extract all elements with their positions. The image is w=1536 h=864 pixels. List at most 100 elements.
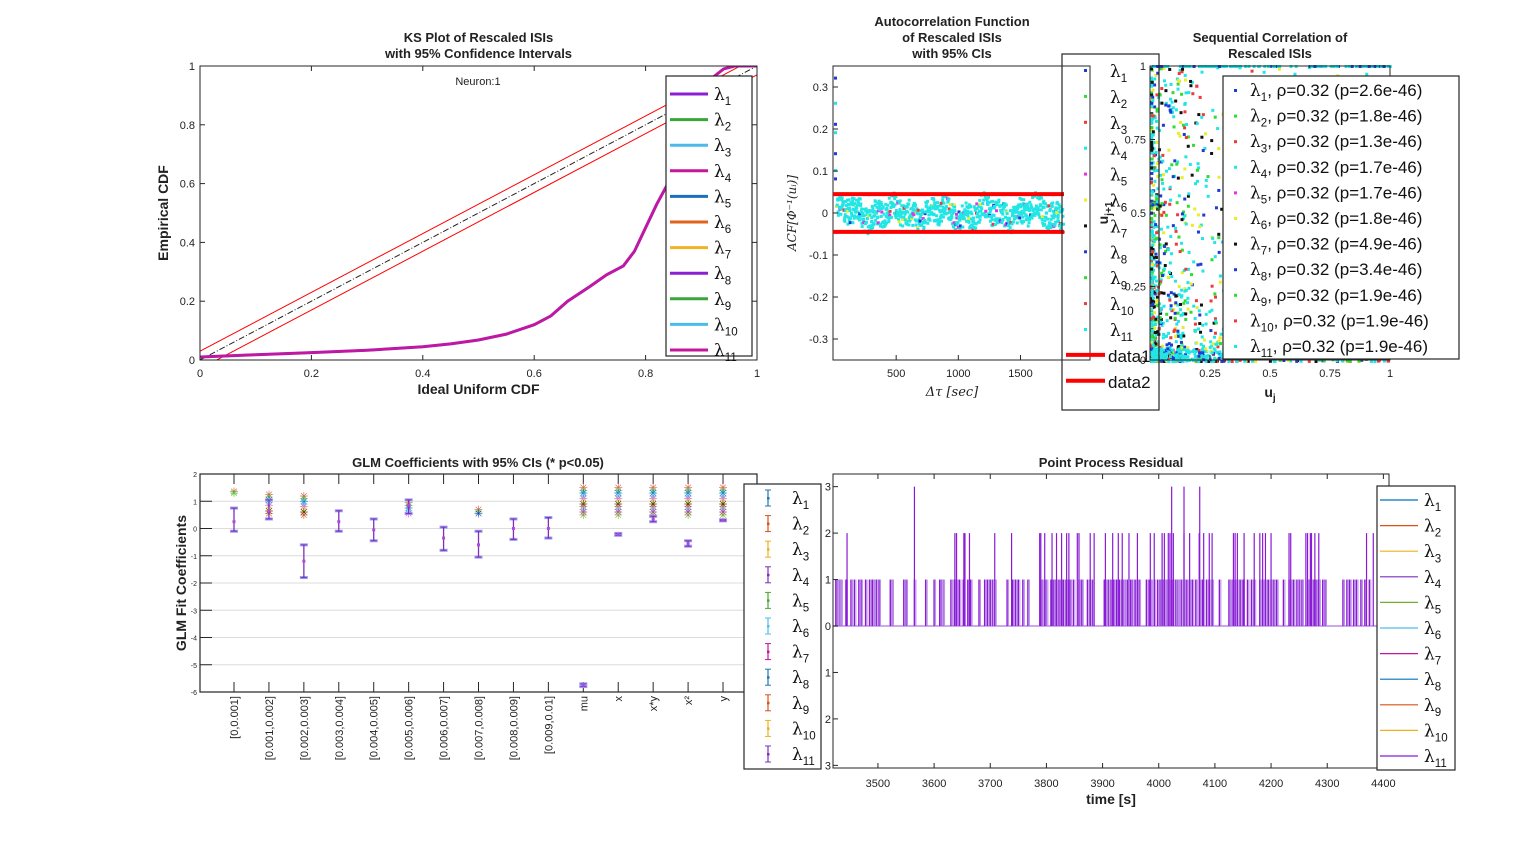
- acf-point: [994, 219, 998, 223]
- seq-point: [1176, 82, 1180, 86]
- acf-point: [1011, 220, 1015, 224]
- acf-point: [979, 202, 983, 206]
- acf-point: [898, 223, 902, 227]
- acf-point: [1031, 195, 1035, 199]
- acf-point: [908, 219, 912, 223]
- glm-significance-star: ✳: [299, 494, 308, 506]
- seq-point: [1171, 106, 1175, 110]
- ks-title: KS Plot of Rescaled ISIs: [404, 30, 554, 45]
- seq-point: [1162, 291, 1166, 295]
- glm-estimate-point: [477, 543, 481, 547]
- seq-point: [1153, 275, 1157, 279]
- seq-point: [1184, 136, 1188, 140]
- seq-point: [1210, 351, 1214, 355]
- seq-title-line: Rescaled ISIs: [1228, 46, 1312, 61]
- acf-point: [956, 221, 960, 225]
- seq-point: [1159, 194, 1163, 198]
- seq-legend-label: λ4, ρ=0.32 (p=1.7e-46): [1250, 158, 1422, 181]
- seq-point: [1213, 356, 1217, 360]
- seq-point: [1158, 316, 1162, 320]
- acf-point: [950, 222, 954, 226]
- residual-xtick-label: 3800: [1034, 778, 1058, 790]
- glm-ytick-label: -6: [191, 690, 197, 697]
- residual-legend-label: λ4: [1424, 568, 1442, 591]
- acf-point: [1023, 206, 1027, 210]
- acf-point: [1053, 223, 1057, 227]
- seq-point: [1161, 181, 1165, 185]
- seq-point: [1170, 100, 1174, 104]
- acf-point: [1022, 220, 1026, 224]
- seq-point: [1201, 269, 1205, 273]
- ks-legend-label: λ1: [714, 85, 731, 108]
- seq-point: [1150, 193, 1154, 197]
- seq-point: [1153, 213, 1157, 217]
- acf-point: [1057, 220, 1061, 224]
- seq-point: [1167, 342, 1171, 346]
- seq-point: [1152, 234, 1156, 238]
- acf-point: [972, 220, 976, 224]
- seq-point: [1150, 129, 1154, 133]
- ks-legend-label: λ4: [714, 162, 732, 185]
- seq-point: [1150, 97, 1154, 101]
- acf-point: [881, 205, 885, 209]
- seq-point: [1192, 348, 1196, 352]
- acf-point: [846, 209, 850, 213]
- seq-point: [1174, 356, 1178, 360]
- residual-legend-label: λ9: [1424, 696, 1441, 719]
- seq-point: [1179, 302, 1183, 306]
- acf-point: [878, 204, 882, 208]
- acf-point: [1025, 214, 1029, 218]
- seq-point: [1152, 256, 1156, 260]
- seq-point: [1169, 304, 1173, 308]
- seq-xtick-label: 0.75: [1319, 368, 1340, 380]
- acf-point: [839, 196, 843, 200]
- acf-point: [978, 218, 982, 222]
- ks-xtick-label: 0.8: [638, 368, 653, 380]
- acf-point: [854, 198, 858, 202]
- acf-point: [931, 206, 935, 210]
- seq-point: [1159, 280, 1163, 284]
- acf-point: [1052, 216, 1056, 220]
- seq-point: [1195, 168, 1199, 172]
- seq-point: [1160, 87, 1164, 91]
- seq-point: [1161, 344, 1165, 348]
- glm-xtick-label: x²: [683, 696, 695, 706]
- acf-point: [889, 215, 893, 219]
- acf-point: [912, 208, 916, 212]
- ks-legend-label: λ5: [714, 187, 731, 210]
- seq-point: [1150, 91, 1154, 95]
- ks-legend-label: λ3: [714, 136, 731, 159]
- glm-significance-star: ✳: [683, 491, 692, 503]
- acf-legend-marker: [1084, 146, 1087, 150]
- seq-point: [1172, 292, 1176, 296]
- seq-point: [1251, 359, 1255, 363]
- seq-point: [1150, 114, 1154, 118]
- acf-point: [835, 205, 839, 209]
- seq-point: [1177, 350, 1181, 354]
- acf-point: [875, 205, 879, 209]
- seq-point: [1153, 348, 1157, 352]
- acf-point: [967, 218, 971, 222]
- seq-point: [1214, 295, 1218, 299]
- seq-point: [1150, 317, 1154, 321]
- acf-title-line: with 95% CIs: [911, 46, 991, 61]
- acf-point: [952, 225, 956, 229]
- seq-point: [1189, 310, 1193, 314]
- seq-point: [1222, 359, 1226, 363]
- glm-significance-star: ✳: [614, 507, 623, 519]
- acf-point: [976, 215, 980, 219]
- seq-point: [1150, 271, 1154, 275]
- seq-point: [1186, 135, 1190, 139]
- seq-point: [1190, 273, 1194, 277]
- acf-point: [1031, 209, 1035, 213]
- seq-point: [1159, 322, 1163, 326]
- seq-point: [1186, 348, 1190, 352]
- acf-ytick-label: 0.3: [813, 82, 828, 94]
- acf-point: [1049, 224, 1053, 228]
- acf-point: [978, 214, 982, 218]
- glm-xtick-label: [0.005,0.006]: [404, 696, 416, 760]
- seq-point: [1150, 304, 1153, 308]
- glm-significance-star: ✳: [579, 499, 588, 511]
- ks-xtick-label: 0: [197, 368, 203, 380]
- acf-point: [884, 214, 888, 218]
